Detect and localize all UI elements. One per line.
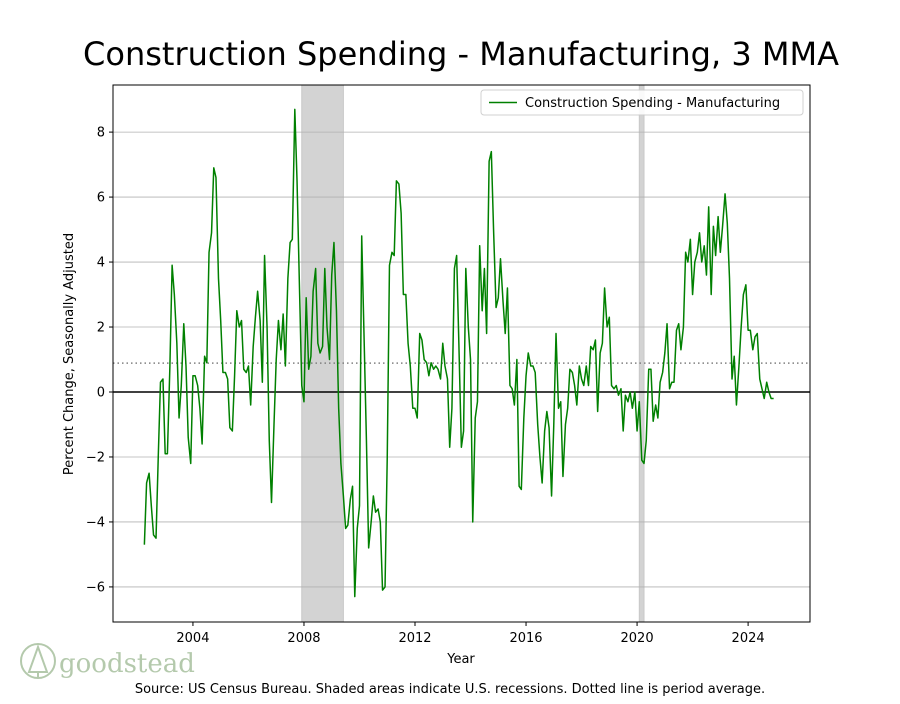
y-tick-label: 4 bbox=[97, 256, 105, 271]
legend-box bbox=[480, 89, 804, 116]
logo-text: goodstead bbox=[59, 649, 195, 679]
x-tick-label: 2024 bbox=[732, 631, 765, 646]
legend-label: Construction Spending - Manufacturing bbox=[525, 96, 780, 111]
y-tick-label: 2 bbox=[97, 321, 105, 336]
logo-tree bbox=[27, 644, 49, 678]
y-tick-label: 0 bbox=[97, 385, 105, 400]
legend: Construction Spending - Manufacturing bbox=[480, 89, 804, 116]
y-tick-label: −2 bbox=[86, 450, 105, 465]
recession-band bbox=[638, 84, 645, 623]
x-tick-label: 2004 bbox=[176, 631, 209, 646]
x-tick-label: 2020 bbox=[621, 631, 654, 646]
plot-frame bbox=[112, 84, 811, 623]
x-tick-label: 2012 bbox=[398, 631, 431, 646]
chart-title: Construction Spending - Manufacturing, 3… bbox=[83, 35, 839, 73]
y-axis-label: Percent Change, Seasonally Adjusted bbox=[62, 233, 77, 475]
x-axis-label: Year bbox=[446, 652, 475, 667]
y-tick-label: 6 bbox=[97, 191, 105, 206]
y-tick-label: −4 bbox=[86, 515, 105, 530]
source-note: Source: US Census Bureau. Shaded areas i… bbox=[135, 682, 765, 697]
y-tick-label: −6 bbox=[86, 580, 105, 595]
y-tick-label: 8 bbox=[97, 126, 105, 141]
data-line bbox=[143, 108, 774, 598]
logo-ring bbox=[20, 643, 56, 679]
x-tick-label: 2016 bbox=[509, 631, 542, 646]
logo: goodstead bbox=[20, 643, 195, 679]
x-tick-label: 2008 bbox=[287, 631, 320, 646]
